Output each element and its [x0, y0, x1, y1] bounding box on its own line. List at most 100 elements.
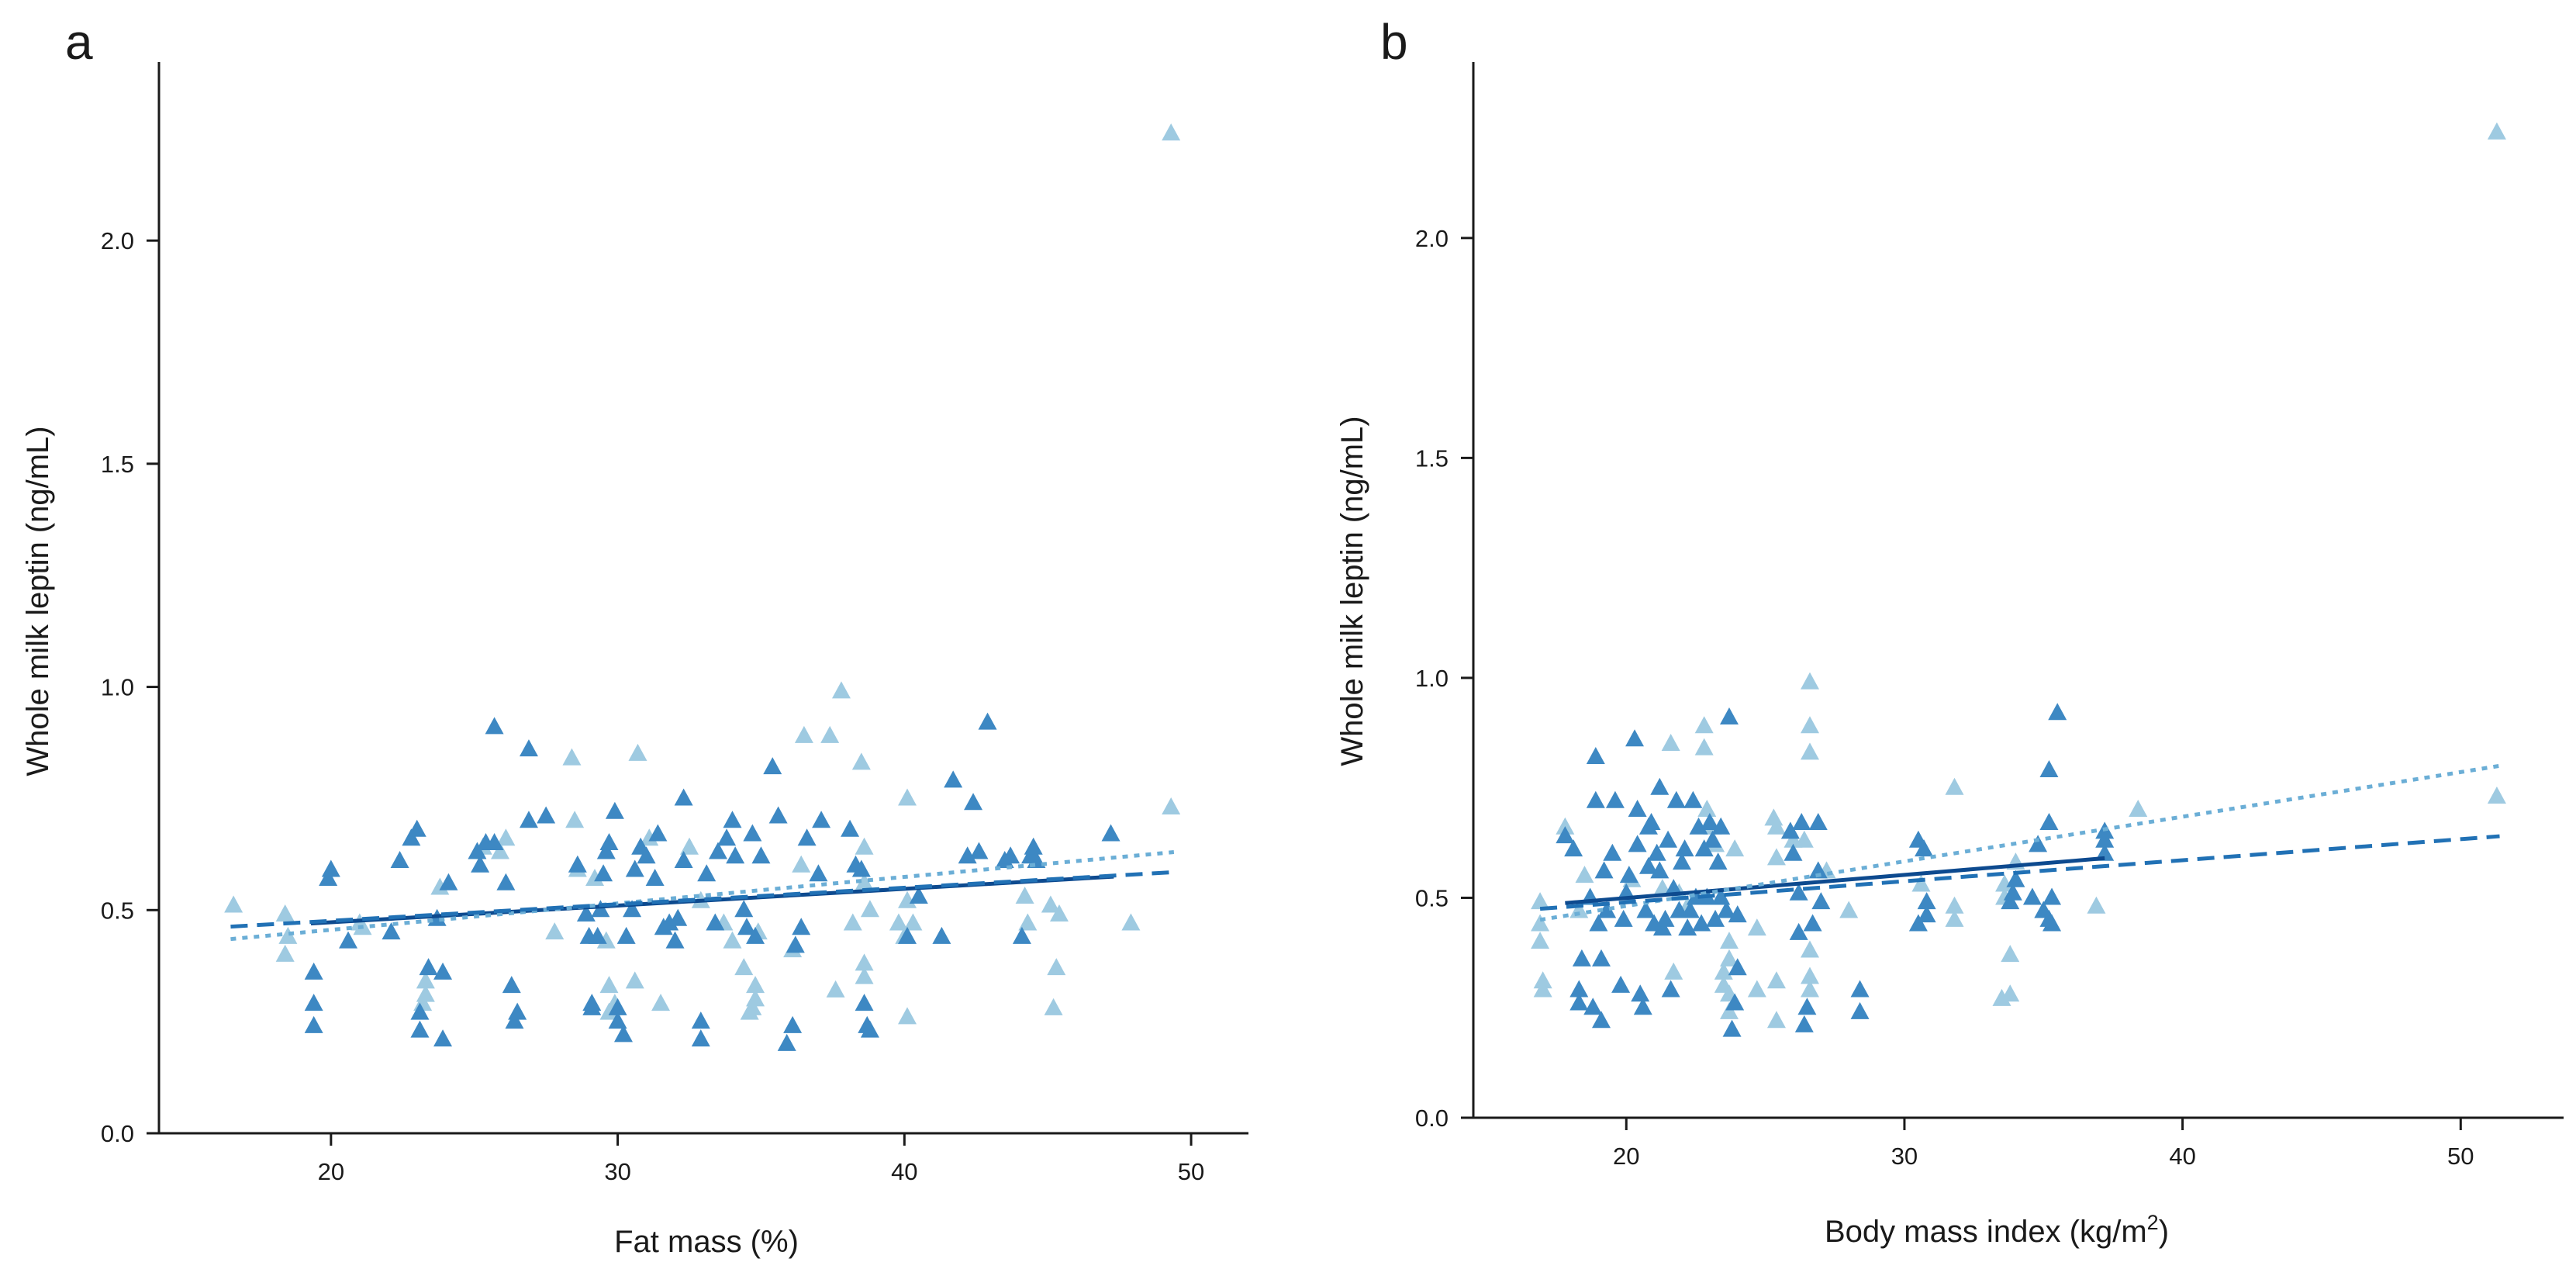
scatter-point-light	[898, 890, 917, 908]
scatter-point-light	[723, 931, 742, 949]
panel-a-y-axis-label: Whole milk leptin (ng/mL)	[21, 426, 55, 776]
scatter-point-dark	[706, 913, 725, 931]
scatter-point-dark	[812, 811, 831, 828]
panel-b-plot-area	[1531, 122, 2506, 1037]
scatter-point-dark	[726, 846, 745, 864]
panel-b-x-ticks: 20 30 40 50	[1613, 1118, 2474, 1170]
scatter-point-dark	[944, 770, 963, 788]
y-tick-label: 2.0	[101, 227, 134, 254]
scatter-point-dark	[1656, 909, 1675, 927]
scatter-point-light	[1800, 940, 1819, 958]
scatter-point-dark	[958, 846, 977, 864]
scatter-point-dark	[1647, 843, 1666, 861]
scatter-point-dark	[1784, 843, 1803, 861]
scatter-point-light	[599, 976, 619, 994]
scatter-point-dark	[2048, 703, 2067, 721]
scatter-point-light	[640, 828, 659, 846]
scatter-point-dark	[1625, 729, 1645, 747]
scatter-point-dark	[1700, 813, 1719, 831]
panel-a-x-ticks: 20 30 40 50	[318, 1133, 1204, 1185]
x-tick-label: 50	[2447, 1143, 2474, 1170]
x-tick-label: 30	[1891, 1143, 1918, 1170]
scatter-point-light	[2001, 945, 2020, 963]
scatter-point-dark	[2042, 887, 2062, 905]
scatter-point-dark	[304, 1015, 323, 1033]
panel-b-x-axis-label-main: Body mass index (kg/m	[1825, 1215, 2147, 1249]
panel-a-plot-area	[224, 123, 1181, 1051]
scatter-point-dark	[2006, 870, 2025, 887]
scatter-point-dark	[674, 788, 693, 806]
scatter-point-light	[1714, 962, 1733, 980]
x-tick-label: 30	[604, 1158, 630, 1185]
scatter-point-light	[416, 984, 435, 1002]
scatter-point-dark	[1001, 846, 1020, 864]
scatter-point-dark	[588, 926, 607, 944]
scatter-point-dark	[1642, 813, 1661, 831]
scatter-point-light	[1694, 716, 1714, 734]
scatter-point-dark	[851, 859, 871, 877]
scatter-point-light	[792, 855, 811, 873]
scatter-point-light	[1162, 797, 1181, 814]
y-tick-label: 0.0	[1415, 1105, 1449, 1132]
scatter-point-light	[860, 900, 879, 918]
scatter-point-dark	[576, 904, 596, 922]
scatter-point-light	[430, 877, 450, 895]
panel-b-marks	[1531, 122, 2506, 1037]
scatter-point-dark	[1789, 883, 1808, 901]
scatter-point-dark	[1619, 866, 1638, 883]
scatter-point-dark	[625, 859, 644, 877]
scatter-point-dark	[2022, 887, 2042, 905]
scatter-point-dark	[402, 828, 421, 846]
scatter-point-light	[1041, 895, 1060, 913]
scatter-point-dark	[792, 918, 811, 935]
scatter-point-light	[1047, 958, 1066, 976]
x-tick-label: 20	[318, 1158, 344, 1185]
scatter-point-light	[2001, 984, 2020, 1002]
scatter-point-light	[1533, 971, 1552, 989]
y-tick-label: 2.0	[1415, 225, 1449, 252]
scatter-point-dark	[777, 1033, 796, 1051]
scatter-point-dark	[433, 962, 453, 980]
scatter-point-light	[1694, 738, 1714, 756]
scatter-point-dark	[1636, 901, 1656, 918]
scatter-point-light	[1049, 904, 1069, 922]
x-tick-label: 50	[1178, 1158, 1204, 1185]
scatter-point-dark	[1689, 817, 1708, 835]
scatter-point-light	[1800, 716, 1819, 734]
scatter-point-dark	[734, 900, 754, 918]
panel-b-x-axis-label-suffix: )	[2159, 1215, 2169, 1249]
scatter-point-dark	[304, 962, 323, 980]
scatter-point-dark	[909, 887, 928, 904]
scatter-point-dark	[410, 1002, 430, 1020]
scatter-point-dark	[645, 869, 665, 887]
scatter-point-light	[855, 837, 874, 855]
scatter-point-light	[1995, 874, 2015, 892]
scatter-point-dark	[537, 806, 556, 824]
scatter-point-dark	[1569, 980, 1589, 998]
scatter-point-light	[545, 922, 565, 940]
scatter-point-light	[562, 748, 582, 766]
scatter-point-dark	[439, 873, 458, 890]
scatter-point-dark	[809, 864, 828, 882]
scatter-point-dark	[691, 1029, 710, 1047]
scatter-point-light	[1719, 1001, 1739, 1019]
scatter-point-dark	[616, 926, 636, 944]
scatter-point-light	[680, 837, 699, 855]
scatter-point-dark	[743, 824, 762, 842]
scatter-point-light	[1992, 988, 2011, 1006]
scatter-point-dark	[419, 958, 438, 976]
scatter-point-light	[565, 811, 585, 828]
scatter-point-dark	[1692, 914, 1711, 932]
scatter-point-dark	[1564, 839, 1583, 857]
scatter-point-dark	[1650, 861, 1670, 879]
scatter-point-dark	[613, 1025, 633, 1043]
scatter-point-light	[1945, 896, 1964, 914]
scatter-point-dark	[1908, 914, 1928, 932]
scatter-point-light	[1661, 733, 1680, 751]
scatter-point-light	[1569, 901, 1589, 918]
scatter-point-dark	[496, 873, 516, 890]
scatter-point-light	[1531, 892, 1550, 910]
scatter-point-dark	[797, 828, 817, 846]
scatter-point-light	[2487, 787, 2506, 804]
scatter-point-light	[746, 989, 765, 1007]
